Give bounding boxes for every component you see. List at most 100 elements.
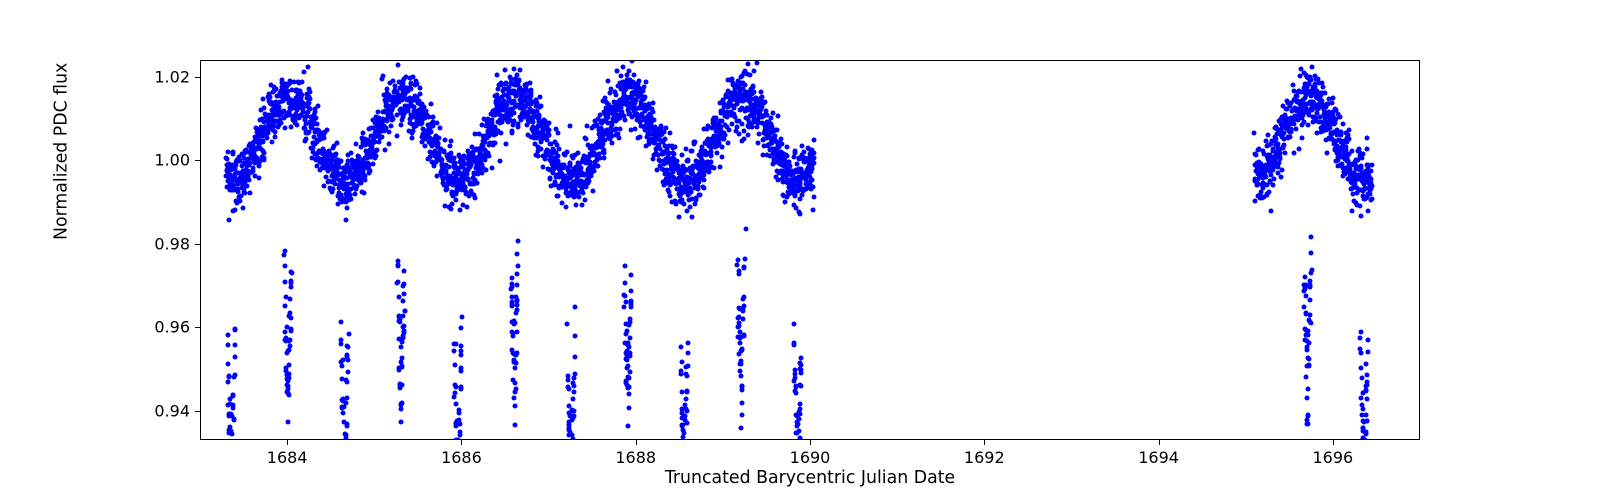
data-point — [797, 429, 802, 434]
data-point — [711, 165, 716, 170]
data-point — [736, 271, 741, 276]
data-point — [1305, 422, 1310, 427]
data-point — [454, 402, 459, 407]
data-point — [741, 304, 746, 309]
data-point — [644, 79, 649, 84]
y-tick-label: 0.98 — [154, 234, 190, 253]
data-point — [428, 102, 433, 107]
data-point — [587, 178, 592, 183]
data-point — [556, 194, 561, 199]
data-point — [282, 280, 287, 285]
data-point — [529, 93, 534, 98]
data-point — [503, 141, 508, 146]
data-point — [746, 132, 751, 137]
data-point — [230, 151, 235, 156]
data-point — [794, 391, 799, 396]
data-point — [629, 273, 634, 278]
data-point — [596, 163, 601, 168]
data-point — [371, 161, 376, 166]
data-point — [1359, 395, 1364, 400]
data-point — [651, 118, 656, 123]
data-point — [650, 157, 655, 162]
y-tick-mark — [195, 160, 200, 161]
data-point — [299, 80, 304, 85]
data-point — [626, 364, 631, 369]
data-point — [735, 262, 740, 267]
data-point — [742, 295, 747, 300]
data-point — [398, 122, 403, 127]
data-point — [437, 125, 442, 130]
data-point — [232, 327, 237, 332]
data-point — [457, 421, 462, 426]
y-tick-label: 0.94 — [154, 401, 190, 420]
data-point — [286, 387, 291, 392]
data-point — [1287, 135, 1292, 140]
data-point — [499, 131, 504, 136]
data-point — [1360, 406, 1365, 411]
data-point — [1321, 85, 1326, 90]
data-point — [1350, 208, 1355, 213]
data-point — [457, 429, 462, 434]
data-point — [1297, 147, 1302, 152]
data-point — [547, 121, 552, 126]
data-point — [1308, 321, 1313, 326]
data-point — [685, 373, 690, 378]
data-point — [1307, 340, 1312, 345]
y-tick-label: 1.02 — [154, 67, 190, 86]
data-point — [1265, 132, 1270, 137]
data-point — [528, 80, 533, 85]
data-point — [428, 129, 433, 134]
data-point — [353, 142, 358, 147]
data-point — [390, 117, 395, 122]
data-point — [627, 345, 632, 350]
data-point — [1282, 151, 1287, 156]
data-point — [798, 370, 803, 375]
data-point — [301, 70, 306, 75]
data-point — [345, 370, 350, 375]
data-point — [628, 350, 633, 355]
data-point — [283, 329, 288, 334]
data-point — [448, 138, 453, 143]
data-point — [1307, 279, 1312, 284]
data-point — [458, 207, 463, 212]
data-point — [512, 423, 517, 428]
data-point — [566, 386, 571, 391]
data-point — [226, 362, 231, 367]
x-tick-label: 1692 — [964, 448, 1005, 467]
data-point — [798, 402, 803, 407]
data-point — [497, 159, 502, 164]
data-point — [430, 124, 435, 129]
data-point — [1364, 372, 1369, 377]
data-point — [684, 388, 689, 393]
y-tick-mark — [195, 77, 200, 78]
figure: 1684168616881690169216941696 0.940.960.9… — [0, 0, 1600, 500]
data-point — [1268, 208, 1273, 213]
data-point — [512, 111, 517, 116]
data-point — [627, 385, 632, 390]
data-point — [664, 125, 669, 130]
data-point — [799, 193, 804, 198]
data-point — [400, 340, 405, 345]
data-point — [621, 65, 626, 70]
data-point — [475, 180, 480, 185]
data-point — [1291, 83, 1296, 88]
data-point — [797, 212, 802, 217]
data-point — [1252, 131, 1257, 136]
data-point — [343, 401, 348, 406]
data-point — [623, 117, 628, 122]
data-point — [809, 177, 814, 182]
data-point — [726, 128, 731, 133]
data-point — [307, 97, 312, 102]
data-point — [619, 74, 624, 79]
data-point — [1306, 333, 1311, 338]
data-point — [374, 148, 379, 153]
data-point — [739, 401, 744, 406]
data-point — [572, 334, 577, 339]
data-point — [353, 192, 358, 197]
data-point — [345, 380, 350, 385]
data-point — [723, 133, 728, 138]
data-point — [741, 334, 746, 339]
data-point — [395, 63, 400, 68]
data-point — [571, 414, 576, 419]
data-point — [287, 337, 292, 342]
